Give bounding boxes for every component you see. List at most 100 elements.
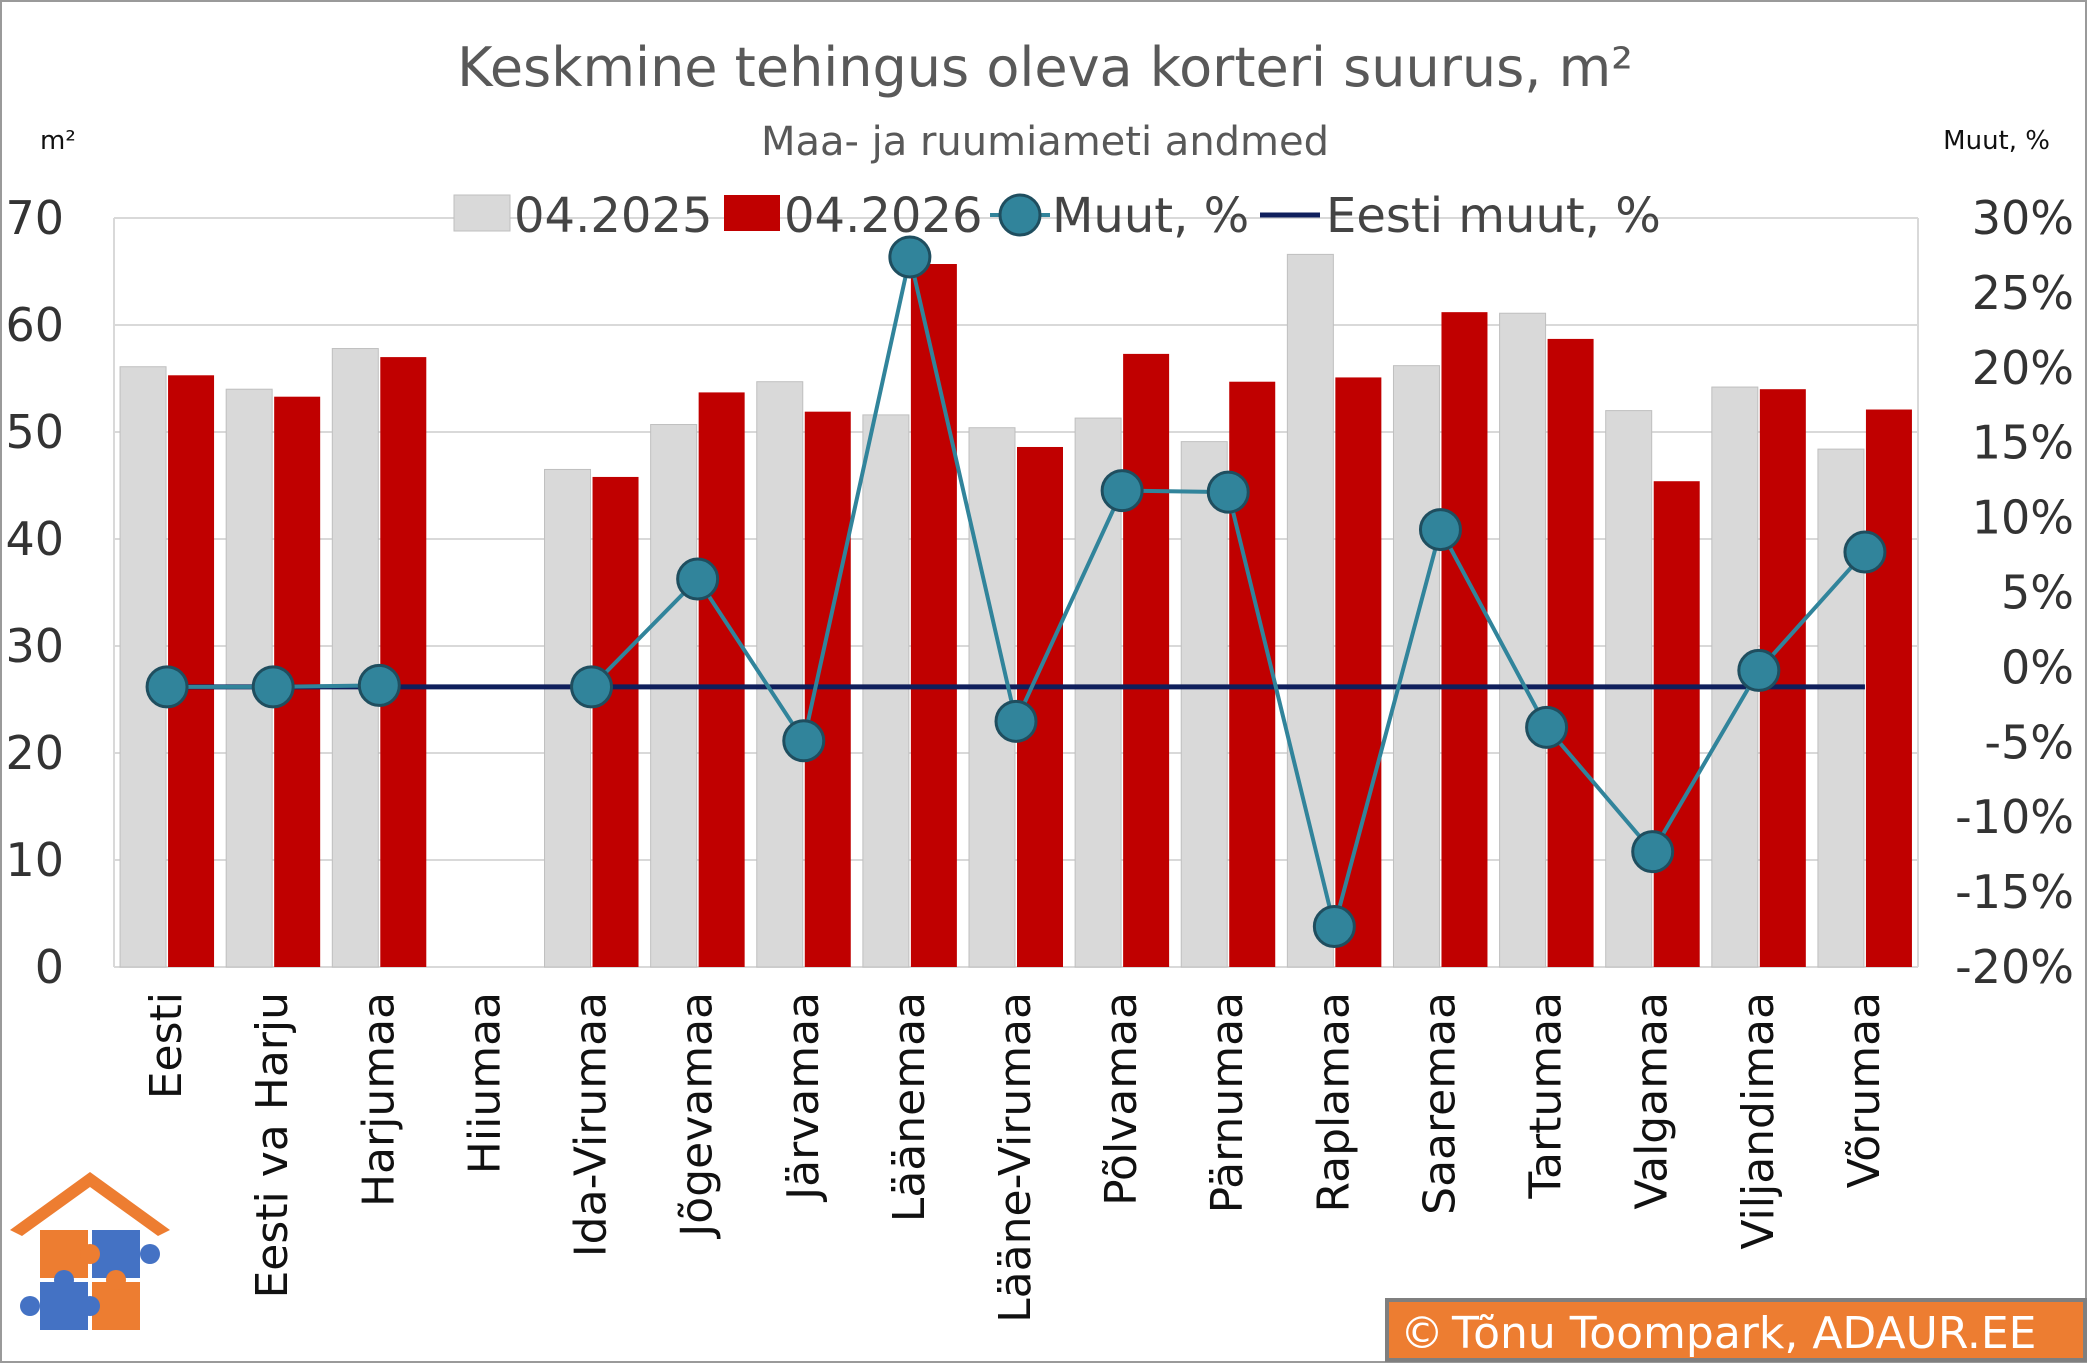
x-axis-category-labels: Eesti Eesti va Harju Harjumaa Hiiumaa Ida-Vi… [141, 992, 1890, 1323]
muut-marker [1312, 905, 1356, 949]
x-category-label: Viljandimaa [1733, 992, 1784, 1250]
legend: 04.2025 04.2026 Muut, % Eesti muut, % [453, 188, 1661, 244]
x-category-label: Saaremaa [1414, 992, 1465, 1215]
legend-label-eesti-muut: Eesti muut, % [1326, 188, 1661, 244]
bar-04-2026 [380, 357, 427, 968]
logo-puzzle-knob-icon [140, 1244, 160, 1264]
y2-tick-label: 10% [1972, 491, 2074, 545]
legend-label-04-2026: 04.2026 [784, 188, 983, 244]
bar-04-2025 [756, 381, 804, 968]
y-axis-unit-label: m² [40, 126, 76, 156]
legend-swatch-04-2025 [453, 194, 511, 232]
muut-marker [994, 699, 1038, 743]
y2-axis-unit-label: Muut, % [1943, 126, 2050, 156]
bar-04-2025 [968, 427, 1016, 968]
logo-puzzle-knob-icon [54, 1270, 74, 1290]
bar-04-2026 [1653, 481, 1700, 967]
y2-tick-label: 0% [2001, 640, 2074, 694]
logo-puzzle-knob-icon [80, 1296, 100, 1316]
x-category-label: Läänemaa [884, 992, 935, 1222]
y2-tick-label: -20% [1955, 940, 2074, 994]
y-axis-ticks: 0 10 20 30 40 50 60 70 [5, 191, 64, 994]
credit-text: Tõnu Toompark, ADAUR.EE [1451, 1308, 2036, 1359]
x-category-label: Hiiumaa [459, 992, 510, 1174]
bar-04-2026 [1547, 338, 1594, 967]
muut-marker [1843, 530, 1887, 574]
x-category-label: Jõgevamaa [672, 992, 723, 1240]
credit-box: © Tõnu Toompark, ADAUR.EE [1385, 1298, 2087, 1362]
y2-tick-label: -15% [1955, 865, 2074, 919]
logo-puzzle-knob-icon [106, 1270, 126, 1290]
muut-marker [1631, 830, 1675, 874]
x-category-label: Eesti va Harju [247, 992, 298, 1299]
bar-04-2026 [1229, 381, 1276, 968]
muut-marker [782, 719, 826, 763]
x-category-label: Ida-Virumaa [566, 992, 617, 1257]
x-category-label: Valgamaa [1627, 992, 1678, 1210]
x-category-label: Järvamaa [778, 992, 829, 1203]
muut-marker [251, 665, 295, 709]
y2-tick-label: 30% [1972, 191, 2074, 245]
bar-04-2025 [119, 366, 167, 968]
y2-tick-label: 20% [1972, 341, 2074, 395]
bar-04-2025 [1286, 253, 1334, 968]
logo-puzzle-knob-icon [20, 1296, 40, 1316]
muut-marker [145, 665, 189, 709]
y-tick-label: 10 [5, 833, 64, 887]
legend-swatch-04-2026 [724, 195, 780, 231]
muut-marker [888, 235, 932, 279]
copyright-icon: © [1400, 1308, 1444, 1359]
muut-marker [676, 557, 720, 601]
x-category-label: Harjumaa [353, 992, 404, 1207]
muut-marker [1100, 469, 1144, 513]
y-tick-label: 50 [5, 405, 64, 459]
bar-04-2026 [1865, 409, 1912, 967]
bar-04-2026 [1441, 312, 1488, 967]
y-tick-label: 40 [5, 512, 64, 566]
x-category-label: Pärnumaa [1202, 992, 1253, 1213]
x-category-label: Põlvamaa [1096, 992, 1147, 1206]
y-tick-label: 20 [5, 726, 64, 780]
y-tick-label: 70 [5, 191, 64, 245]
bar-04-2025 [1499, 312, 1547, 968]
line-series [145, 235, 1887, 949]
bar-04-2026 [1123, 353, 1170, 967]
muut-marker [1418, 508, 1462, 552]
bar-series [119, 253, 1912, 968]
bar-04-2025 [1392, 365, 1440, 968]
y2-tick-label: -10% [1955, 790, 2074, 844]
y-tick-label: 30 [5, 619, 64, 673]
x-category-label: Raplamaa [1308, 992, 1359, 1212]
y2-tick-label: 25% [1972, 266, 2074, 320]
logo-puzzle-knob-icon [80, 1244, 100, 1264]
bar-04-2026 [910, 264, 957, 967]
muut-marker [357, 663, 401, 707]
x-category-label: Tartumaa [1521, 992, 1572, 1200]
muut-marker [1525, 705, 1569, 749]
y-tick-label: 60 [5, 298, 64, 352]
x-category-label: Lääne-Virumaa [990, 992, 1041, 1323]
bar-04-2025 [1817, 448, 1865, 968]
bar-04-2026 [698, 392, 745, 967]
legend-label-muut: Muut, % [1052, 188, 1249, 244]
legend-swatch-muut-marker [998, 193, 1042, 237]
y2-axis-ticks: -20% -15% -10% -5% 0% 5% 10% 15% 20% 25% 30% [1955, 191, 2074, 994]
muut-marker [1206, 470, 1250, 514]
bar-04-2025 [544, 468, 592, 968]
y-tick-label: 0 [35, 940, 64, 994]
y2-tick-label: -5% [1984, 715, 2074, 769]
chart-subtitle: Maa- ja ruumiameti andmed [761, 119, 1329, 165]
x-category-label: Võrumaa [1839, 992, 1890, 1188]
logo-icon [10, 1172, 170, 1330]
y2-tick-label: 15% [1972, 416, 2074, 470]
bar-04-2025 [331, 348, 379, 968]
muut-marker [1737, 648, 1781, 692]
bar-04-2026 [1335, 377, 1382, 967]
muut-marker [570, 665, 614, 709]
bar-04-2025 [1180, 441, 1228, 968]
x-category-label: Eesti [141, 992, 192, 1099]
y2-tick-label: 5% [2001, 566, 2074, 620]
bar-04-2025 [650, 424, 698, 968]
